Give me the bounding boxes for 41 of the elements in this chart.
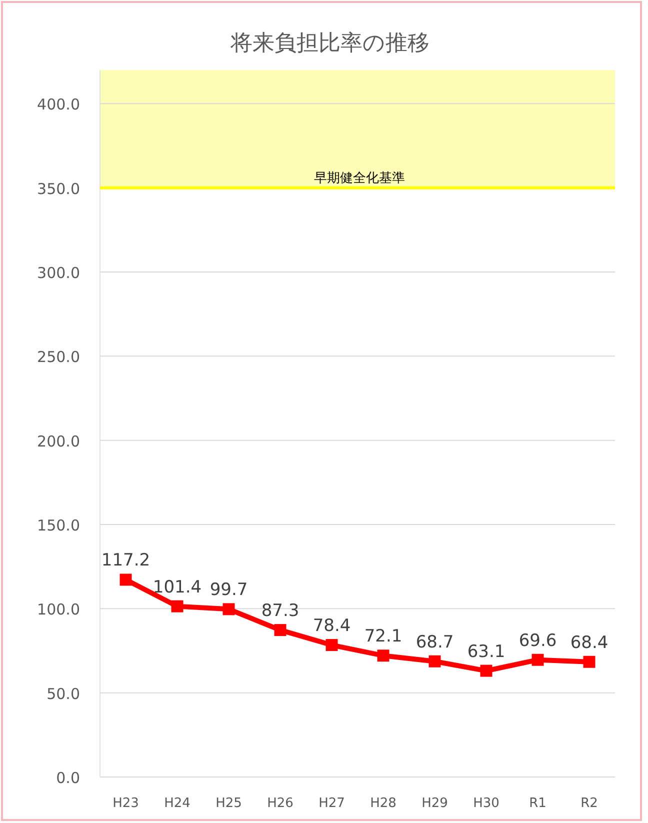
data-label: 78.4 (312, 616, 351, 636)
x-tick-label: R1 (529, 796, 546, 811)
x-tick-label: H30 (473, 796, 500, 811)
x-tick-label: H23 (112, 796, 139, 811)
y-tick-label: 400.0 (37, 96, 80, 114)
y-tick-label: 250.0 (37, 348, 80, 366)
point (480, 664, 492, 677)
data-label: 101.4 (152, 577, 202, 598)
point (222, 603, 235, 616)
data-label: 68.7 (416, 632, 454, 652)
y-tick-label: 200.0 (37, 432, 80, 450)
x-tick-label: H24 (164, 796, 190, 811)
y-tick-label: 350.0 (37, 180, 80, 198)
x-tick-label: H29 (422, 796, 448, 811)
point (120, 574, 132, 586)
point (171, 600, 184, 612)
ref-line-label: 早期健全化基準 (314, 170, 405, 186)
data-label: 99.7 (210, 580, 248, 600)
data-label: 117.2 (101, 550, 150, 571)
y-tick-label: 0.0 (56, 769, 80, 787)
y-tick-label: 150.0 (37, 516, 80, 534)
x-tick-label: H28 (370, 796, 396, 811)
y-tick-label: 300.0 (37, 264, 80, 282)
x-tick-label: H26 (267, 796, 294, 811)
y-tick-label: 50.0 (46, 684, 80, 703)
data-label: 68.4 (570, 632, 608, 653)
x-tick-label: H25 (216, 796, 242, 811)
data-label: 63.1 (467, 642, 506, 662)
chart-title: 将来負担比率の推移 (230, 31, 430, 56)
point (428, 655, 441, 668)
x-tick-label: H27 (318, 796, 345, 811)
data-label: 87.3 (261, 601, 300, 622)
point (274, 624, 286, 636)
point (532, 654, 544, 666)
point (377, 650, 390, 662)
x-tick-label: R2 (580, 796, 598, 811)
data-label: 72.1 (364, 626, 402, 647)
point (326, 639, 338, 652)
point (583, 656, 596, 668)
data-label: 69.6 (518, 630, 557, 651)
y-tick-label: 100.0 (37, 600, 80, 619)
